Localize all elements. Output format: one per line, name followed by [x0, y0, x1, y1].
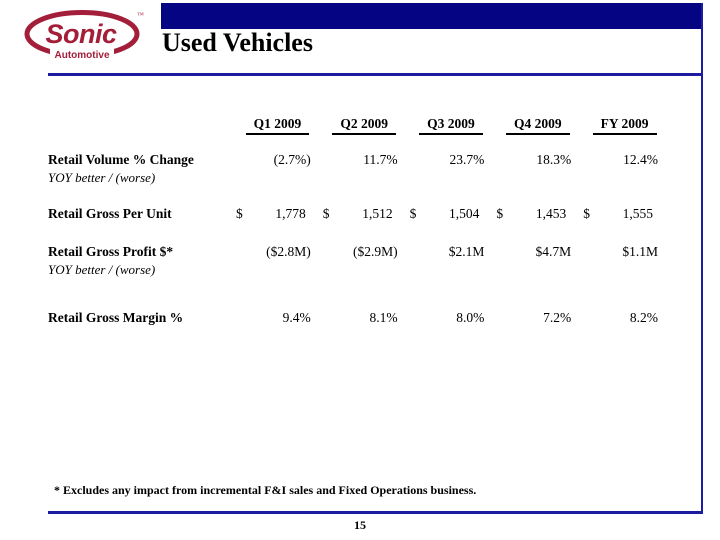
table-row-retail-volume: Retail Volume % Change YOY better / (wor… — [48, 152, 668, 186]
logo-brand-text: Sonic — [45, 19, 116, 49]
table-row-gross-per-unit: Retail Gross Per Unit $1,778 $1,512 $1,5… — [48, 206, 668, 222]
cell-value: $1,555 — [583, 206, 653, 221]
title-divider-line — [48, 73, 703, 76]
row-sublabel: YOY better / (worse) — [48, 262, 156, 277]
cell-value: 8.2% — [629, 310, 658, 325]
table-row-gross-margin: Retail Gross Margin % 9.4% 8.1% 8.0% 7.2… — [48, 310, 668, 326]
column-header-q4: Q4 2009 — [494, 116, 581, 135]
logo-trademark: ™ — [137, 11, 144, 19]
sonic-logo-graphic: ™ Sonic Automotive — [24, 10, 144, 61]
row-label: Retail Gross Per Unit — [48, 206, 172, 221]
cell-value: ($2.8M) — [266, 244, 311, 259]
column-header-q3: Q3 2009 — [408, 116, 495, 135]
column-header-fy: FY 2009 — [581, 116, 668, 135]
currency-symbol: $ — [496, 206, 504, 221]
bottom-divider-line — [48, 511, 703, 514]
right-border-line — [701, 3, 703, 514]
currency-symbol: $ — [236, 206, 243, 221]
row-label: Retail Gross Margin % — [48, 310, 184, 325]
footnote: * Excludes any impact from incremental F… — [54, 483, 477, 497]
cell-value: 12.4% — [623, 152, 658, 167]
cell-value: $2.1M — [448, 244, 485, 259]
row-label: Retail Gross Profit $* — [48, 244, 174, 259]
logo-sub-backing — [50, 49, 114, 60]
cell-value: $1,504 — [409, 206, 480, 221]
currency-symbol: $ — [322, 206, 330, 221]
sonic-automotive-logo: ™ Sonic Automotive — [24, 8, 144, 66]
cell-value: 8.0% — [456, 310, 485, 325]
cell-value: $4.7M — [535, 244, 572, 259]
cell-value: $1,512 — [322, 206, 393, 221]
currency-symbol: $ — [583, 206, 590, 221]
row-label: Retail Volume % Change — [48, 152, 194, 167]
cell-value: $1,778 — [236, 206, 306, 221]
currency-symbol: $ — [409, 206, 417, 221]
table-row-gross-profit: Retail Gross Profit $* YOY better / (wor… — [48, 244, 668, 278]
cell-value: (2.7%) — [273, 152, 311, 167]
page-number: 15 — [354, 518, 366, 532]
cell-value: 18.3% — [536, 152, 572, 167]
column-header-q2: Q2 2009 — [321, 116, 408, 135]
cell-value: $1.1M — [622, 244, 658, 259]
header-navy-bar — [161, 3, 702, 29]
cell-value: 11.7% — [363, 152, 398, 167]
column-header-q1: Q1 2009 — [234, 116, 321, 135]
table-header-row: Q1 2009 Q2 2009 Q3 2009 Q4 2009 FY 2009 — [48, 116, 668, 135]
logo-sub-text: Automotive — [55, 50, 110, 61]
cell-value: 7.2% — [543, 310, 572, 325]
financial-table: Q1 2009 Q2 2009 Q3 2009 Q4 2009 FY 2009 … — [48, 116, 668, 326]
cell-value: 9.4% — [282, 310, 311, 325]
cell-value: 23.7% — [449, 152, 485, 167]
slide-title: Used Vehicles — [162, 28, 313, 57]
cell-value: $1,453 — [496, 206, 567, 221]
cell-value: 8.1% — [369, 310, 398, 325]
cell-value: ($2.9M) — [352, 244, 398, 259]
row-sublabel: YOY better / (worse) — [48, 170, 156, 185]
